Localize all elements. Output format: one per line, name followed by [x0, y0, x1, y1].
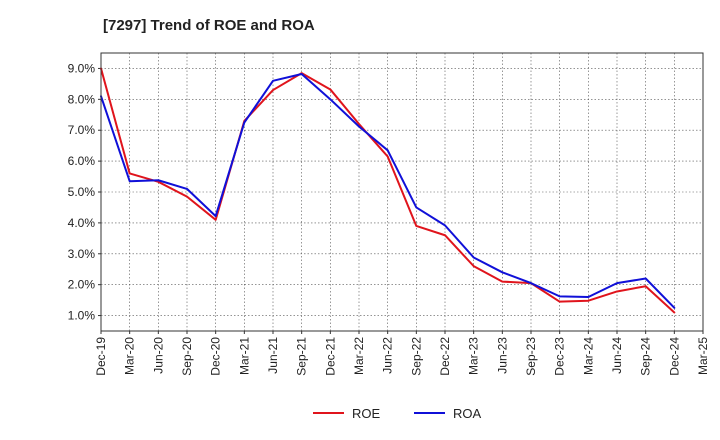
y-tick-label: 3.0%	[68, 247, 96, 261]
x-tick-label: Sep-20	[180, 337, 194, 376]
y-tick-label: 1.0%	[68, 309, 96, 323]
x-tick-label: Sep-24	[639, 337, 653, 376]
x-tick-label: Mar-20	[123, 337, 137, 375]
y-tick-label: 8.0%	[68, 92, 96, 106]
x-tick-label: Mar-25	[696, 337, 710, 375]
legend: ROE ROA	[313, 406, 482, 421]
y-tick-label: 6.0%	[68, 154, 96, 168]
x-tick-label: Sep-22	[409, 337, 423, 376]
legend-label-roa: ROA	[453, 406, 482, 421]
legend-label-roe: ROE	[352, 406, 381, 421]
x-tick-label: Mar-23	[467, 337, 481, 375]
x-tick-label: Mar-21	[237, 337, 251, 375]
x-tick-label: Dec-23	[553, 337, 567, 376]
x-tick-label: Mar-22	[352, 337, 366, 375]
y-tick-label: 2.0%	[68, 278, 96, 292]
plot-border	[100, 52, 704, 332]
x-tick-label: Dec-21	[323, 337, 337, 376]
series-line-roe	[100, 67, 676, 314]
x-tick-label: Mar-24	[581, 337, 595, 375]
x-tick-label: Jun-24	[610, 337, 624, 374]
x-tick-label: Sep-23	[524, 337, 538, 376]
x-tick-label: Jun-20	[151, 337, 165, 374]
x-tick-label: Dec-22	[438, 337, 452, 376]
plot-area: 1.0% 2.0% 3.0% 4.0% 5.0% 6.0% 7.0% 8.0% 9.0% Dec-…	[68, 52, 710, 376]
chart-title: [7297] Trend of ROE and ROA	[103, 17, 315, 34]
x-tick-label: Sep-21	[295, 337, 309, 376]
x-tick-label: Jun-22	[381, 337, 395, 374]
x-tick-label: Jun-23	[495, 337, 509, 374]
x-tick-label: Dec-20	[209, 337, 223, 376]
y-tick-label: 9.0%	[68, 61, 96, 75]
y-tick-label: 7.0%	[68, 123, 96, 137]
x-tick-label: Dec-24	[667, 337, 681, 376]
y-tick-label: 5.0%	[68, 185, 96, 199]
x-tick-label: Dec-19	[94, 337, 108, 376]
series-line-roa	[100, 73, 676, 309]
x-tick-label: Jun-21	[266, 337, 280, 374]
y-tick-label: 4.0%	[68, 216, 96, 230]
